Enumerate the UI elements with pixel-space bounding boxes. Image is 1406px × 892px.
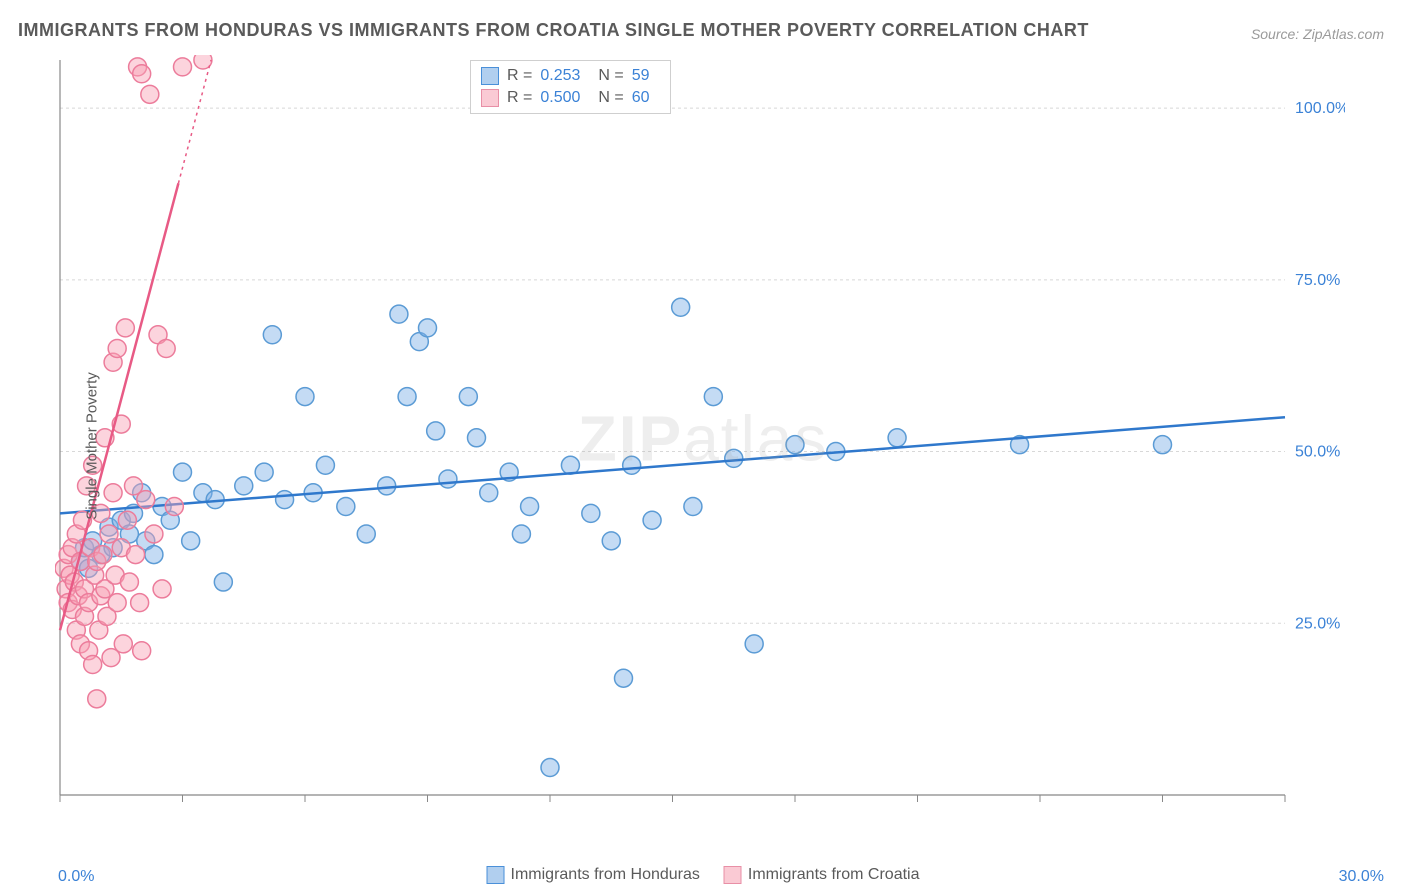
- swatch-blue-icon: [487, 866, 505, 884]
- x-max-label: 30.0%: [1339, 868, 1384, 886]
- n-value-1: 59: [632, 67, 650, 85]
- legend-label-1: Immigrants from Honduras: [511, 866, 700, 884]
- r-label: R =: [507, 67, 532, 85]
- n-label: N =: [598, 67, 623, 85]
- legend-label-2: Immigrants from Croatia: [748, 866, 920, 884]
- n-value-2: 60: [632, 89, 650, 107]
- chart-title: IMMIGRANTS FROM HONDURAS VS IMMIGRANTS F…: [18, 20, 1089, 41]
- svg-text:75.0%: 75.0%: [1295, 272, 1340, 289]
- swatch-pink-icon: [724, 866, 742, 884]
- r-value-2: 0.500: [540, 89, 580, 107]
- r-value-1: 0.253: [540, 67, 580, 85]
- plot-area: 25.0% 50.0% 75.0% 100.0%: [55, 55, 1345, 825]
- svg-text:50.0%: 50.0%: [1295, 444, 1340, 461]
- scatter-chart: 25.0% 50.0% 75.0% 100.0%: [55, 55, 1345, 825]
- bottom-legend: Immigrants from Honduras Immigrants from…: [487, 866, 920, 884]
- legend-item-2: Immigrants from Croatia: [724, 866, 920, 884]
- source-label: Source: ZipAtlas.com: [1251, 26, 1384, 42]
- stats-legend: R = 0.253 N = 59 R = 0.500 N = 60: [470, 60, 671, 114]
- stats-row-2: R = 0.500 N = 60: [481, 87, 660, 109]
- n-label: N =: [598, 89, 623, 107]
- svg-text:25.0%: 25.0%: [1295, 615, 1340, 632]
- r-label: R =: [507, 89, 532, 107]
- swatch-blue-icon: [481, 67, 499, 85]
- swatch-pink-icon: [481, 89, 499, 107]
- x-min-label: 0.0%: [58, 868, 94, 886]
- y-axis-label: Single Mother Poverty: [83, 372, 100, 520]
- svg-text:100.0%: 100.0%: [1295, 100, 1345, 117]
- legend-item-1: Immigrants from Honduras: [487, 866, 700, 884]
- stats-row-1: R = 0.253 N = 59: [481, 65, 660, 87]
